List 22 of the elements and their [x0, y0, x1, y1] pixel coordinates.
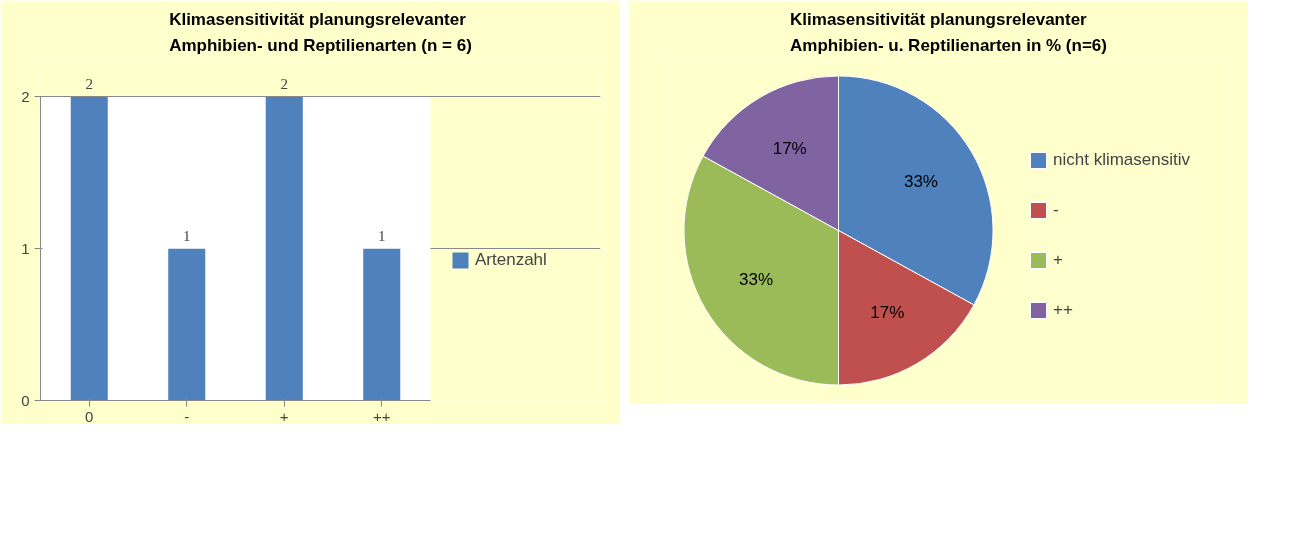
data-label: 2 — [280, 75, 288, 92]
legend-label: nicht klimasensitiv — [1053, 150, 1190, 170]
y-tick-label: 1 — [21, 239, 30, 257]
data-label: 1 — [183, 227, 191, 244]
x-tick-label: - — [184, 407, 190, 425]
data-label: 33% — [739, 269, 774, 289]
data-label: 17% — [870, 303, 905, 323]
x-tick-label: ++ — [372, 407, 391, 425]
y-tick-label: 0 — [21, 391, 30, 409]
data-label: 2 — [85, 75, 93, 92]
data-label: 1 — [378, 227, 386, 244]
x-tick-label: 0 — [85, 407, 94, 425]
chart-title: Klimasensitivität planungsrelevanter Amphibien- und Reptilienarten (n = 6) — [169, 9, 472, 56]
legend-label: + — [1053, 250, 1064, 270]
legend-label: Artenzahl — [475, 250, 547, 270]
chart-title: Klimasensitivität planungsrelevanter Amphibien- u. Reptilienarten in % (n=6) — [790, 9, 1107, 56]
data-label: 33% — [903, 172, 938, 192]
data-label: 17% — [772, 138, 807, 158]
legend-label: ++ — [1053, 300, 1073, 320]
x-tick-label: + — [279, 407, 289, 425]
legend-label: - — [1053, 200, 1060, 220]
y-tick-label: 2 — [21, 87, 30, 105]
